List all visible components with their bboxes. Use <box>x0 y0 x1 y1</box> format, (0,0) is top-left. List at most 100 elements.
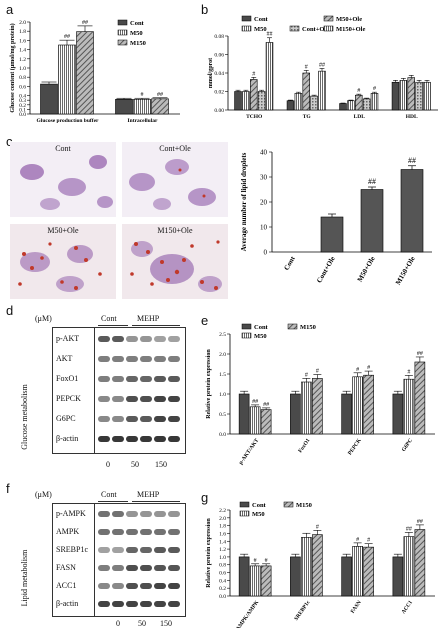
x-tick-label: M150+Ole <box>394 255 417 286</box>
bar <box>362 98 371 111</box>
y-axis-label: Relative protein expression <box>206 518 212 588</box>
bar <box>260 565 272 597</box>
panel-label-f: f <box>6 481 10 496</box>
blot-band <box>154 511 166 517</box>
blot-band <box>126 436 138 442</box>
bar <box>249 406 261 435</box>
x-tick-label: HDL <box>406 114 418 120</box>
y-tick-label: 0.02 <box>214 90 224 96</box>
blot-band <box>98 336 110 342</box>
y-tick-label: 40 <box>260 149 268 157</box>
bar <box>341 393 352 435</box>
blot-band <box>112 529 124 535</box>
micrograph-cont-ole-cells <box>129 159 216 210</box>
blot-d-dose: 150 <box>155 460 167 469</box>
blot-band <box>154 356 166 362</box>
y-tick-label: 2.2 <box>219 508 226 514</box>
significance-mark: ## <box>252 399 258 405</box>
bar <box>360 189 384 253</box>
blot-band <box>140 547 152 553</box>
chart-a: 0.00.10.20.30.40.60.81.01.21.41.61.82.0G… <box>9 19 180 124</box>
legend-label: Cont <box>254 324 269 331</box>
bar <box>352 376 363 435</box>
legend-swatch <box>239 501 250 508</box>
blot-row-label: p-AKT <box>56 334 80 343</box>
y-axis-label: Average number of lipid droplets <box>240 152 248 251</box>
bar <box>415 81 423 111</box>
blot-band <box>98 601 110 607</box>
blot-band <box>126 336 138 342</box>
y-tick-label: 0.0 <box>219 594 226 600</box>
y-axis-label: Glucose content (µmol/mg protein) <box>9 23 16 112</box>
y-tick-label: 1.2 <box>19 57 26 63</box>
blot-band <box>140 336 152 342</box>
bar <box>399 80 408 111</box>
blot-band <box>112 416 124 422</box>
legend-swatch <box>241 25 252 32</box>
blot-band <box>140 601 152 607</box>
x-tick-label: Cont+Ole <box>315 255 337 284</box>
blot-band <box>168 356 180 362</box>
bar <box>352 546 363 597</box>
bar <box>260 409 272 435</box>
blot-d-unit: (μM) <box>35 314 52 323</box>
legend-swatch <box>323 25 334 32</box>
blot-band <box>154 376 166 382</box>
x-tick-label: FASN <box>350 600 363 615</box>
bar <box>250 79 258 111</box>
bar <box>58 44 76 115</box>
blot-band <box>140 396 152 402</box>
blot-band <box>140 436 152 442</box>
y-axis-label: mmol/gprot <box>208 58 214 88</box>
y-tick-label: 0.04 <box>214 71 224 77</box>
blot-band <box>168 511 180 517</box>
bar <box>363 374 374 435</box>
y-tick-label: 0.6 <box>19 84 26 90</box>
micrograph-m50-ole: M50+Ole <box>10 224 116 299</box>
blot-band <box>126 376 138 382</box>
legend-label: Cont <box>254 16 269 23</box>
y-tick-label: 1.0 <box>219 392 226 398</box>
legend-label: M50 <box>254 26 267 33</box>
bar <box>363 546 374 597</box>
blot-band <box>126 601 138 607</box>
blot-row-label: AMPK <box>56 527 80 536</box>
legend-label: M50 <box>254 333 267 340</box>
blot-band <box>154 601 166 607</box>
bar <box>312 534 323 597</box>
y-tick-label: 1.8 <box>219 524 226 530</box>
blot-row-label: PEPCK <box>56 394 81 403</box>
significance-mark: # <box>407 369 410 375</box>
blot-band <box>154 529 166 535</box>
bar <box>370 93 379 111</box>
bar <box>320 216 344 253</box>
blot-band <box>140 529 152 535</box>
y-tick-label: 1.0 <box>19 66 26 72</box>
bar <box>407 77 415 111</box>
y-tick-label: 0.5 <box>219 412 226 418</box>
y-tick-label: 0.3 <box>19 98 26 104</box>
significance-mark: # <box>316 524 319 530</box>
blot-band <box>126 396 138 402</box>
bar <box>294 93 303 111</box>
bar <box>301 537 312 597</box>
legend-label: Cont <box>252 502 267 509</box>
bar <box>301 381 312 435</box>
y-tick-label: 0.1 <box>19 107 26 113</box>
significance-mark: ## <box>64 34 70 40</box>
significance-mark: # <box>367 365 370 371</box>
significance-mark: ## <box>417 351 423 357</box>
legend-swatch <box>283 501 294 508</box>
bar <box>312 378 323 435</box>
significance-mark: # <box>367 538 370 544</box>
y-tick-label: 0.8 <box>19 75 26 81</box>
significance-mark: # <box>305 372 308 378</box>
blot-row-label: ACC1 <box>56 581 77 590</box>
blot-band <box>154 396 166 402</box>
significance-mark: ## <box>157 92 163 98</box>
blot-d-dose: 50 <box>131 460 139 469</box>
blot-row-label: FoxO1 <box>56 374 79 383</box>
legend-label: Cont+Ole <box>302 26 329 33</box>
legend-label: M150 <box>296 502 312 509</box>
bar <box>341 556 352 597</box>
